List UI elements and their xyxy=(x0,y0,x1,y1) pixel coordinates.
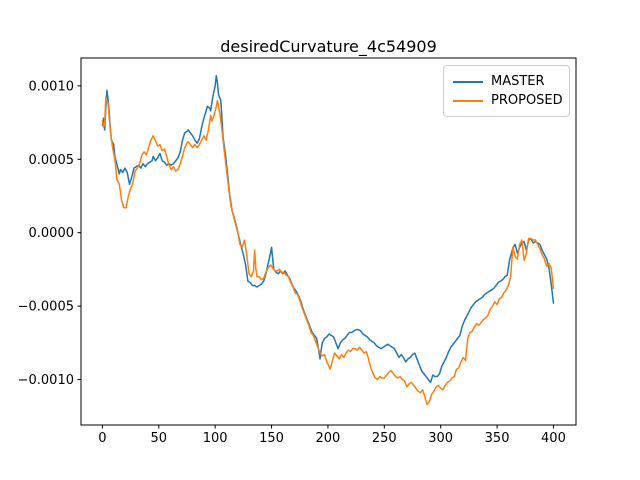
y-tick-label: −0.0005 xyxy=(18,300,74,315)
master-series-line xyxy=(101,74,555,384)
axes-spines xyxy=(80,57,577,426)
y-tick-label: −0.0010 xyxy=(18,373,74,388)
x-tick-label: 250 xyxy=(372,431,397,446)
x-tick-label: 0 xyxy=(98,431,106,446)
legend-label-proposed: PROPOSED xyxy=(491,93,563,108)
x-tick-label: 350 xyxy=(485,431,510,446)
x-tick-label: 300 xyxy=(428,431,453,446)
y-tick-label: 0.0005 xyxy=(29,153,75,168)
legend-item-proposed: PROPOSED xyxy=(453,91,563,110)
y-tick-label: 0.0000 xyxy=(29,226,75,241)
legend-item-master: MASTER xyxy=(453,72,560,91)
x-tick-label: 400 xyxy=(541,431,566,446)
y-tick-label: 0.0010 xyxy=(29,79,75,94)
proposed-series-line xyxy=(101,96,555,406)
x-tick-label: 50 xyxy=(151,431,168,446)
x-tick-label: 150 xyxy=(259,431,284,446)
x-tick-label: 100 xyxy=(203,431,228,446)
chart-title: desiredCurvature_4c54909 xyxy=(220,37,437,56)
x-tick-label: 200 xyxy=(316,431,341,446)
master-line-swatch xyxy=(453,80,483,83)
proposed-line-swatch xyxy=(453,99,483,102)
legend: MASTER PROPOSED xyxy=(443,65,570,117)
legend-label-master: MASTER xyxy=(491,74,545,89)
